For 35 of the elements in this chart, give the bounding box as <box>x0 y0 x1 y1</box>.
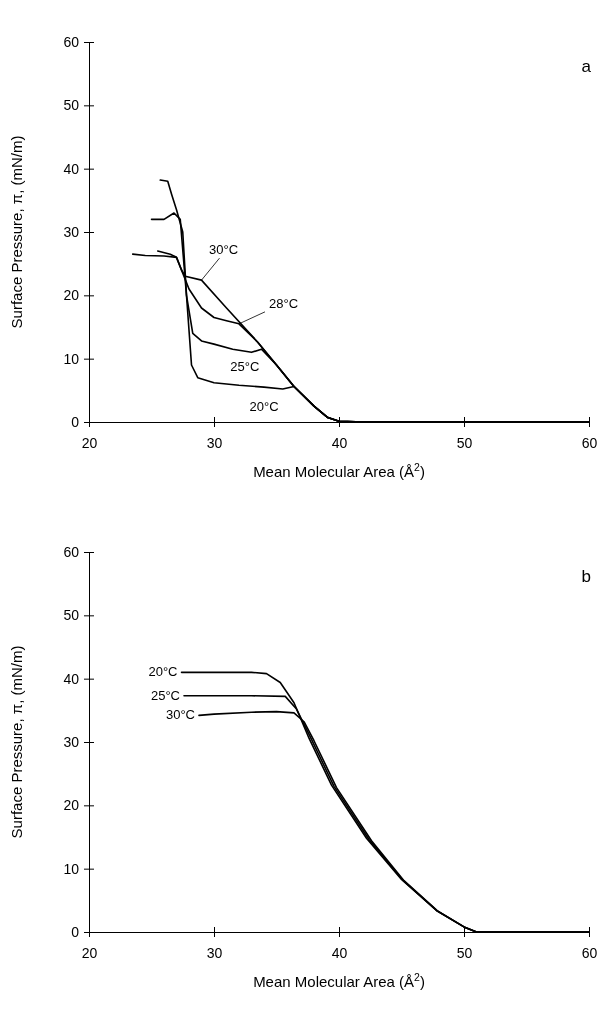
y-tick-label: 20 <box>63 287 80 304</box>
series-label: 25°C <box>150 687 180 703</box>
y-tick-label: 50 <box>63 607 80 624</box>
y-tick-label: 30 <box>63 223 80 240</box>
y-tick-label: 40 <box>63 670 80 687</box>
y-tick-label: 20 <box>63 797 80 814</box>
y-axis-title: Surface Pressure, π, (mN/m) <box>8 135 25 329</box>
y-tick-label: 10 <box>63 350 80 367</box>
y-tick-label: 0 <box>71 923 80 940</box>
y-tick-label: 50 <box>63 97 80 114</box>
x-tick-label: 40 <box>331 945 348 962</box>
x-axis-title: Mean Molecular Area (Å$^{2}$) <box>253 971 425 990</box>
series-label: 30°C <box>165 707 195 723</box>
y-axis-title: Surface Pressure, π, (mN/m) <box>8 645 25 839</box>
y-tick-label: 60 <box>63 543 80 560</box>
series-label: 20°C <box>148 664 178 680</box>
y-tick-label: 30 <box>63 733 80 750</box>
x-tick-label: 50 <box>456 945 473 962</box>
x-axis-title: Mean Molecular Area (Å$^{2}$) <box>253 461 425 480</box>
x-tick-label: 50 <box>456 435 473 452</box>
y-tick-label: 40 <box>63 160 80 177</box>
x-tick-label: 40 <box>331 435 348 452</box>
x-tick-label: 60 <box>581 945 598 962</box>
text: 28°C <box>269 295 299 311</box>
x-tick-label: 30 <box>206 945 223 962</box>
x-tick-label: 60 <box>581 435 598 452</box>
x-tick-label: 30 <box>206 435 223 452</box>
y-tick-label: 60 <box>63 33 80 50</box>
text: a <box>581 57 592 76</box>
y-tick-label: 10 <box>63 860 80 877</box>
y-tick-label: 0 <box>71 413 80 430</box>
series-label: 30°C <box>208 242 239 258</box>
text: b <box>581 567 591 586</box>
series-label: 20°C <box>249 399 279 415</box>
series-label: 25°C <box>230 359 260 375</box>
